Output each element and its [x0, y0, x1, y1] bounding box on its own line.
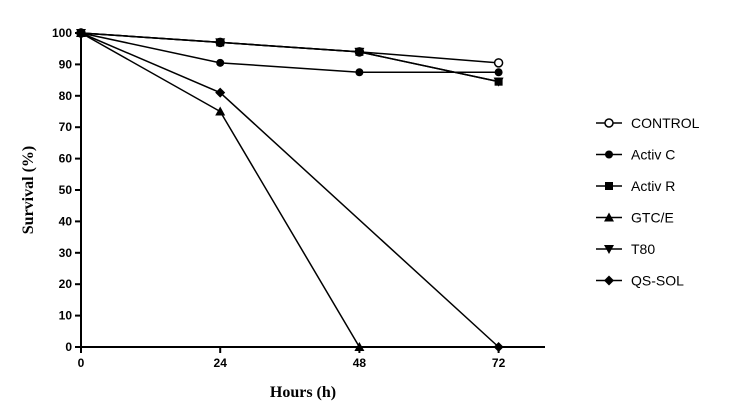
data-point-qs-sol: [76, 28, 86, 38]
legend-item-control: CONTROL: [596, 115, 700, 131]
data-point-t80: [215, 38, 226, 48]
data-point-t80: [354, 47, 365, 57]
x-tick-label: 48: [353, 356, 367, 370]
y-tick-label: 90: [59, 57, 73, 71]
series-line-t80: [80, 32, 499, 83]
y-tick-label: 10: [59, 309, 73, 323]
legend-marker: [605, 182, 613, 190]
x-tick-label: 24: [214, 356, 228, 370]
legend-marker: [604, 118, 614, 128]
x-tick-label: 0: [78, 356, 85, 370]
legend-item-activ-r: Activ R: [596, 178, 675, 194]
legend-label: Activ R: [631, 178, 675, 194]
series-layer: [76, 28, 504, 352]
x-tick-label: 72: [492, 356, 506, 370]
data-point-gtc-e: [354, 342, 365, 351]
series-qs-sol: [76, 28, 504, 352]
data-point-activ-c: [494, 68, 503, 77]
legend-marker: [604, 275, 614, 286]
legend-marker: [604, 212, 614, 222]
legend-marker: [604, 245, 614, 254]
data-point-activ-c: [355, 68, 364, 77]
legend: CONTROL Activ C Activ R GTC/E T80 QS-SOL: [596, 115, 700, 289]
series-gtc-e: [76, 28, 365, 351]
y-tick-label: 100: [52, 26, 72, 40]
series-line-qs-sol: [80, 32, 500, 348]
y-tick-label: 30: [59, 246, 73, 260]
legend-item-activ-c: Activ C: [596, 147, 675, 163]
y-tick-label: 50: [59, 183, 73, 197]
data-point-gtc-e: [215, 106, 226, 116]
legend-label: T80: [631, 241, 655, 257]
y-tick-label: 70: [59, 120, 73, 134]
legend-label: QS-SOL: [631, 273, 684, 289]
legend-label: GTC/E: [631, 210, 674, 226]
data-point-qs-sol: [215, 87, 226, 98]
legend-label: Activ C: [631, 147, 675, 163]
legend-marker: [605, 150, 613, 159]
series-line-gtc-e: [80, 32, 361, 348]
legend-label: CONTROL: [631, 115, 700, 131]
y-tick-label: 60: [59, 152, 73, 166]
y-axis-title: Survival (%): [20, 146, 37, 234]
data-point-control: [493, 58, 504, 68]
y-tick-label: 0: [65, 340, 72, 354]
legend-item-qs-sol: QS-SOL: [596, 273, 684, 289]
legend-item-gtc-e: GTC/E: [596, 210, 674, 226]
y-tick-label: 40: [59, 214, 73, 228]
y-tick-label: 80: [59, 89, 73, 103]
axes: 0 24 48 72 0 10 20 30 40 50 60 70 80 90 100: [52, 26, 545, 370]
data-point-t80: [493, 77, 504, 87]
data-point-qs-sol: [493, 342, 504, 352]
series-control: [76, 28, 504, 68]
data-point-activ-c: [216, 58, 225, 67]
series-line-activ-c: [80, 32, 499, 73]
legend-item-t80: T80: [596, 241, 655, 257]
x-axis-title: Hours (h): [270, 384, 336, 401]
y-tick-label: 20: [59, 277, 73, 291]
